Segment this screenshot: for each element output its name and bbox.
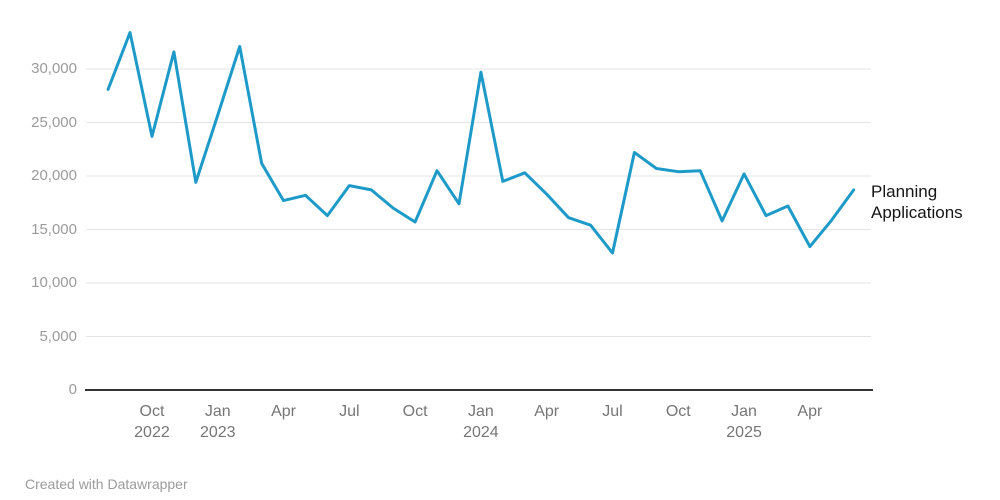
x-tick-month: Jan [731, 403, 757, 420]
x-axis-tick-label: Apr [774, 401, 846, 422]
x-axis-tick-label: Oct [642, 401, 714, 422]
x-tick-year: 2022 [134, 424, 170, 441]
series-label: Planning Applications [871, 182, 963, 222]
y-axis-tick-label: 25,000 [31, 113, 77, 131]
x-tick-year: 2024 [463, 424, 499, 441]
x-tick-month: Oct [402, 403, 428, 420]
x-tick-year: 2025 [726, 424, 762, 441]
y-axis-tick-label: 15,000 [31, 220, 77, 238]
x-tick-month: Jan [468, 403, 494, 420]
x-tick-month: Jul [339, 403, 360, 420]
x-tick-month: Apr [534, 403, 560, 420]
x-axis-tick-label: Jan 2024 [445, 401, 517, 443]
y-axis-tick-label: 0 [68, 381, 77, 398]
plot-area [85, 31, 873, 391]
x-tick-month: Oct [665, 403, 691, 420]
x-axis-tick-label: Oct [379, 401, 451, 422]
x-axis-tick-label: Apr [511, 401, 583, 422]
datawrapper-attribution-link[interactable]: Created with Datawrapper [25, 476, 188, 492]
x-tick-month: Apr [797, 403, 823, 420]
y-axis-tick-label: 20,000 [31, 167, 77, 184]
x-axis-tick-label: Jul [576, 401, 648, 422]
x-axis-tick-label: Apr [248, 401, 320, 422]
y-axis-tick-label: 30,000 [31, 60, 77, 77]
x-tick-month: Jan [204, 403, 231, 420]
x-axis-tick-label: Jul [313, 401, 385, 422]
x-axis-tick-label: Jan 2023 [182, 401, 254, 443]
y-axis-tick-label: 5,000 [39, 327, 77, 345]
x-tick-year: 2023 [199, 424, 236, 441]
planning-applications-line-series [106, 31, 856, 255]
y-axis-tick-label: 10,000 [31, 274, 77, 291]
x-tick-month: Oct [139, 403, 165, 420]
x-axis-tick-label: Jan 2025 [708, 401, 780, 443]
x-tick-month: Apr [271, 403, 296, 420]
x-axis-tick-label: Oct 2022 [116, 401, 188, 443]
x-tick-month: Jul [602, 403, 623, 420]
